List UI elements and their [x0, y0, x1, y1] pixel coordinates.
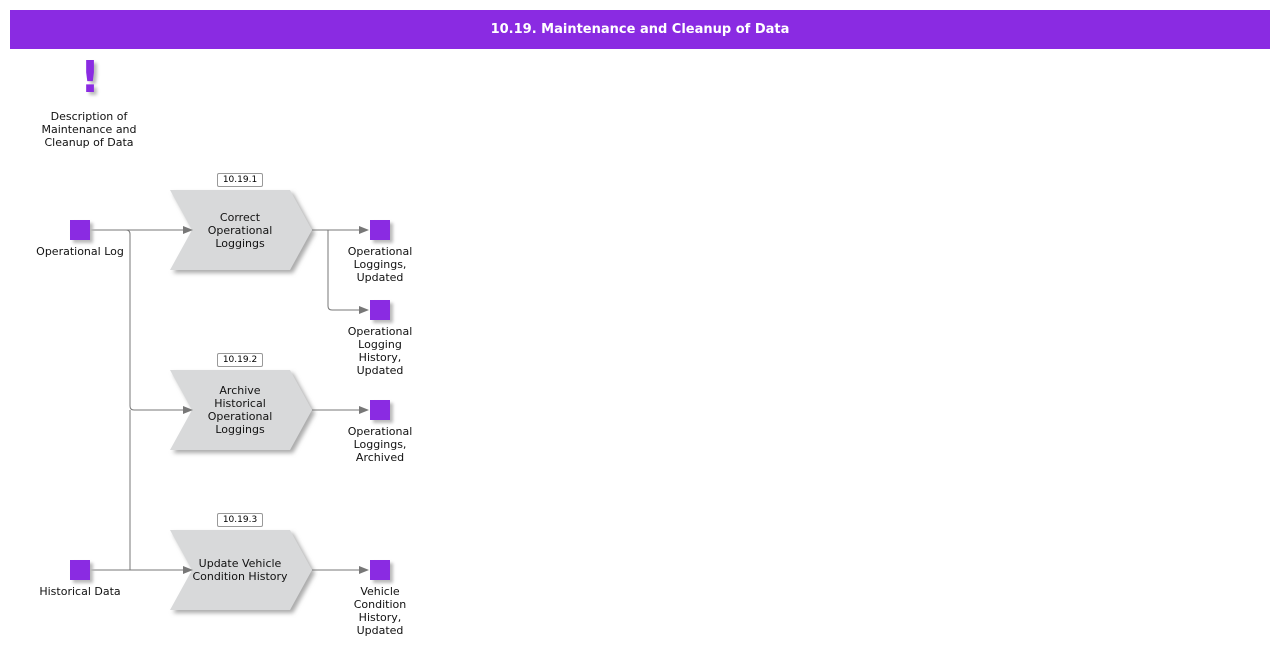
- process-id-badge: 10.19.1: [217, 173, 263, 187]
- process-label: Update Vehicle Condition History: [192, 557, 288, 583]
- process-shape-2: [170, 370, 312, 450]
- page-title: 10.19. Maintenance and Cleanup of Data: [10, 10, 1270, 49]
- output-operational-logging-history-updated[interactable]: [370, 300, 390, 320]
- connector: [327, 230, 369, 314]
- process-id-badge: 10.19.2: [217, 353, 263, 367]
- exclamation-icon: !: [80, 52, 101, 103]
- connector: [125, 229, 193, 414]
- input-operational-log[interactable]: [70, 220, 90, 240]
- description-label: Description of Maintenance and Cleanup o…: [41, 110, 137, 149]
- output-label: Operational Loggings, Archived: [347, 425, 413, 464]
- process-label: Correct Operational Loggings: [207, 210, 273, 250]
- input-label: Historical Data: [39, 585, 121, 598]
- process-archive-historical-operational-loggings[interactable]: Archive Historical Operational Loggings: [185, 370, 295, 450]
- output-vehicle-condition-history-updated[interactable]: [370, 560, 390, 580]
- output-label: Operational Loggings, Updated: [347, 245, 413, 284]
- output-operational-loggings-updated[interactable]: [370, 220, 390, 240]
- process-shape-3: [170, 530, 312, 610]
- process-shape-1: [170, 190, 312, 270]
- process-correct-operational-loggings[interactable]: Correct Operational Loggings: [185, 190, 295, 270]
- input-historical-data[interactable]: [70, 560, 90, 580]
- input-label: Operational Log: [36, 245, 124, 258]
- output-label: Vehicle Condition History, Updated: [353, 585, 407, 637]
- process-update-vehicle-condition-history[interactable]: Update Vehicle Condition History: [185, 530, 295, 610]
- output-operational-loggings-archived[interactable]: [370, 400, 390, 420]
- output-label: Operational Logging History, Updated: [347, 325, 413, 377]
- process-label: Archive Historical Operational Loggings: [207, 384, 273, 436]
- process-id-badge: 10.19.3: [217, 513, 263, 527]
